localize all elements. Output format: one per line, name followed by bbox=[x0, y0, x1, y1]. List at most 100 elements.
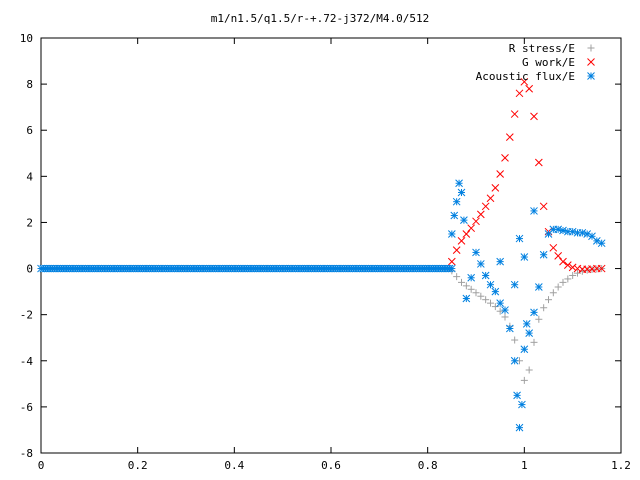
x-tick-label: 0.8 bbox=[418, 459, 438, 472]
data-point bbox=[472, 289, 480, 297]
y-tick-label: 8 bbox=[26, 78, 33, 91]
data-point bbox=[539, 202, 548, 211]
data-point bbox=[568, 227, 577, 236]
data-point bbox=[472, 248, 480, 257]
y-tick-label: -4 bbox=[20, 355, 34, 368]
x-tick-label: 0.4 bbox=[224, 459, 244, 472]
data-point bbox=[569, 271, 577, 279]
data-point bbox=[452, 246, 461, 254]
data-point bbox=[563, 261, 572, 269]
data-point bbox=[458, 278, 465, 286]
data-point bbox=[496, 170, 505, 178]
data-point bbox=[467, 224, 476, 233]
data-point bbox=[578, 228, 587, 237]
data-point bbox=[520, 77, 529, 86]
data-point bbox=[491, 303, 499, 311]
data-point bbox=[452, 197, 461, 206]
data-point bbox=[513, 391, 521, 400]
data-point bbox=[467, 285, 475, 293]
data-point bbox=[505, 324, 514, 333]
data-point bbox=[520, 345, 529, 354]
data-point bbox=[460, 216, 468, 224]
data-point bbox=[496, 307, 504, 315]
tick-labels: 0 0.2 0.4 0.6 0.8 1 1.2 10 8 6 4 2 0 -2 -4 -6 -8 bbox=[20, 32, 631, 472]
data-point bbox=[549, 289, 557, 297]
data-marks bbox=[37, 77, 606, 432]
data-point bbox=[510, 110, 519, 118]
data-point bbox=[515, 234, 524, 243]
data-point bbox=[467, 273, 476, 282]
data-point bbox=[462, 282, 470, 290]
data-point bbox=[462, 230, 471, 238]
legend-label: R stress/E bbox=[509, 42, 575, 55]
data-point bbox=[568, 263, 577, 272]
data-point bbox=[505, 133, 514, 141]
legend-marker bbox=[587, 72, 595, 80]
data-point bbox=[447, 264, 456, 273]
data-point bbox=[525, 329, 534, 337]
data-point bbox=[530, 338, 538, 346]
data-point bbox=[455, 179, 463, 188]
x-tick-label: 0.2 bbox=[128, 459, 148, 472]
data-point bbox=[476, 210, 485, 219]
data-point bbox=[520, 376, 528, 384]
data-point bbox=[491, 184, 500, 192]
legend-marker bbox=[587, 44, 595, 52]
data-point bbox=[574, 269, 581, 277]
data-point bbox=[554, 283, 562, 291]
data-point bbox=[534, 158, 543, 167]
series-1 bbox=[447, 77, 606, 274]
legend-label: G work/E bbox=[522, 56, 575, 69]
y-tick-label: 4 bbox=[26, 170, 33, 183]
data-point bbox=[539, 250, 548, 259]
data-point bbox=[482, 296, 490, 304]
plot-frame bbox=[40, 37, 622, 454]
data-point bbox=[477, 292, 485, 300]
data-point bbox=[559, 226, 567, 235]
data-point bbox=[549, 243, 558, 252]
data-point bbox=[554, 225, 563, 234]
data-point bbox=[501, 306, 509, 314]
y-tick-label: 6 bbox=[26, 124, 33, 137]
series-0 bbox=[448, 265, 606, 384]
axis-ticks bbox=[40, 37, 622, 454]
data-point bbox=[472, 217, 480, 226]
data-point bbox=[510, 280, 519, 289]
x-tick-label: 1 bbox=[521, 459, 528, 472]
data-point bbox=[510, 356, 519, 365]
data-point bbox=[457, 237, 466, 245]
data-point bbox=[530, 207, 538, 215]
data-point bbox=[496, 299, 505, 307]
data-point bbox=[453, 273, 461, 281]
data-point bbox=[491, 287, 500, 296]
y-tick-label: 10 bbox=[20, 32, 33, 45]
data-point bbox=[530, 308, 538, 317]
data-point bbox=[597, 264, 606, 273]
x-tick-label: 0.6 bbox=[321, 459, 341, 472]
data-point bbox=[496, 257, 505, 266]
y-tick-label: -2 bbox=[20, 309, 33, 322]
y-tick-label: -6 bbox=[20, 401, 33, 414]
x-tick-label: 1.2 bbox=[611, 459, 631, 472]
y-tick-label: 2 bbox=[26, 216, 33, 229]
data-point bbox=[535, 315, 543, 323]
data-point bbox=[597, 239, 606, 248]
data-point bbox=[559, 278, 567, 286]
data-point bbox=[554, 252, 563, 260]
data-point bbox=[515, 89, 524, 98]
legend-label: Acoustic flux/E bbox=[476, 70, 575, 83]
data-point bbox=[564, 275, 572, 283]
data-point bbox=[530, 112, 538, 121]
data-point bbox=[520, 253, 529, 261]
y-tick-label: -8 bbox=[20, 447, 33, 460]
data-point bbox=[447, 257, 456, 266]
data-point bbox=[540, 304, 548, 312]
data-point bbox=[583, 266, 591, 274]
data-point bbox=[525, 366, 533, 374]
data-point bbox=[481, 202, 490, 211]
data-point bbox=[515, 423, 524, 432]
y-tick-label: 0 bbox=[26, 263, 33, 276]
chart-title: m1/n1.5/q1.5/r-+.72-j372/M4.0/512 bbox=[211, 12, 430, 25]
